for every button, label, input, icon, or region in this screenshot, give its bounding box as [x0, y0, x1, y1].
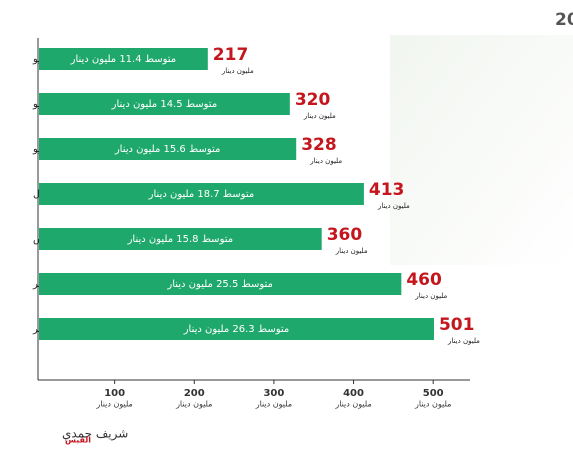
bar	[39, 48, 208, 70]
x-tick-label: 300	[263, 388, 284, 399]
value-unit: مليون دينار	[221, 67, 254, 75]
x-tick-label: 100	[104, 388, 125, 399]
bar-label: متوسط 11.4 مليون دينار	[70, 54, 177, 65]
x-tick-unit: مليون دينار	[255, 400, 292, 409]
value-label: 320	[295, 90, 331, 110]
x-tick-label: 400	[343, 388, 364, 399]
bar	[39, 318, 434, 340]
bar	[39, 228, 322, 250]
chart-title: حركة السيولة الشهرية في تعاملات البورصة …	[555, 10, 573, 30]
bar-label: متوسط 14.5 مليون دينار	[111, 99, 218, 110]
bar	[39, 93, 290, 115]
value-label: 328	[301, 135, 337, 155]
x-tick-unit: مليون دينار	[414, 400, 451, 409]
value-unit: مليون دينار	[377, 202, 410, 210]
bar-label: متوسط 18.7 مليون دينار	[148, 189, 255, 200]
value-label: 413	[369, 180, 405, 200]
bar	[39, 138, 297, 160]
value-label: 217	[213, 45, 249, 65]
value-unit: مليون دينار	[303, 112, 336, 120]
value-unit: مليون دينار	[414, 292, 447, 300]
bar-label: متوسط 25.5 مليون دينار	[166, 279, 273, 290]
x-tick-unit: مليون دينار	[95, 400, 132, 409]
bar-label: متوسط 15.8 مليون دينار	[127, 234, 234, 245]
value-label: 501	[439, 315, 475, 335]
x-tick-unit: مليون دينار	[175, 400, 212, 409]
bar-label: متوسط 26.3 مليون دينار	[183, 324, 290, 335]
bar	[39, 273, 402, 295]
background-image	[390, 35, 573, 265]
x-tick-unit: مليون دينار	[334, 400, 371, 409]
value-unit: مليون دينار	[447, 337, 480, 345]
x-tick-label: 500	[423, 388, 444, 399]
x-tick-label: 200	[184, 388, 205, 399]
logo: القبس	[65, 436, 91, 446]
value-label: 360	[327, 225, 363, 245]
value-label: 460	[406, 270, 442, 290]
value-unit: مليون دينار	[335, 247, 368, 255]
bar	[39, 183, 364, 205]
value-unit: مليون دينار	[309, 157, 342, 165]
credit: شريف حمدي	[62, 427, 128, 442]
bar-label: متوسط 15.6 مليون دينار	[114, 144, 221, 155]
